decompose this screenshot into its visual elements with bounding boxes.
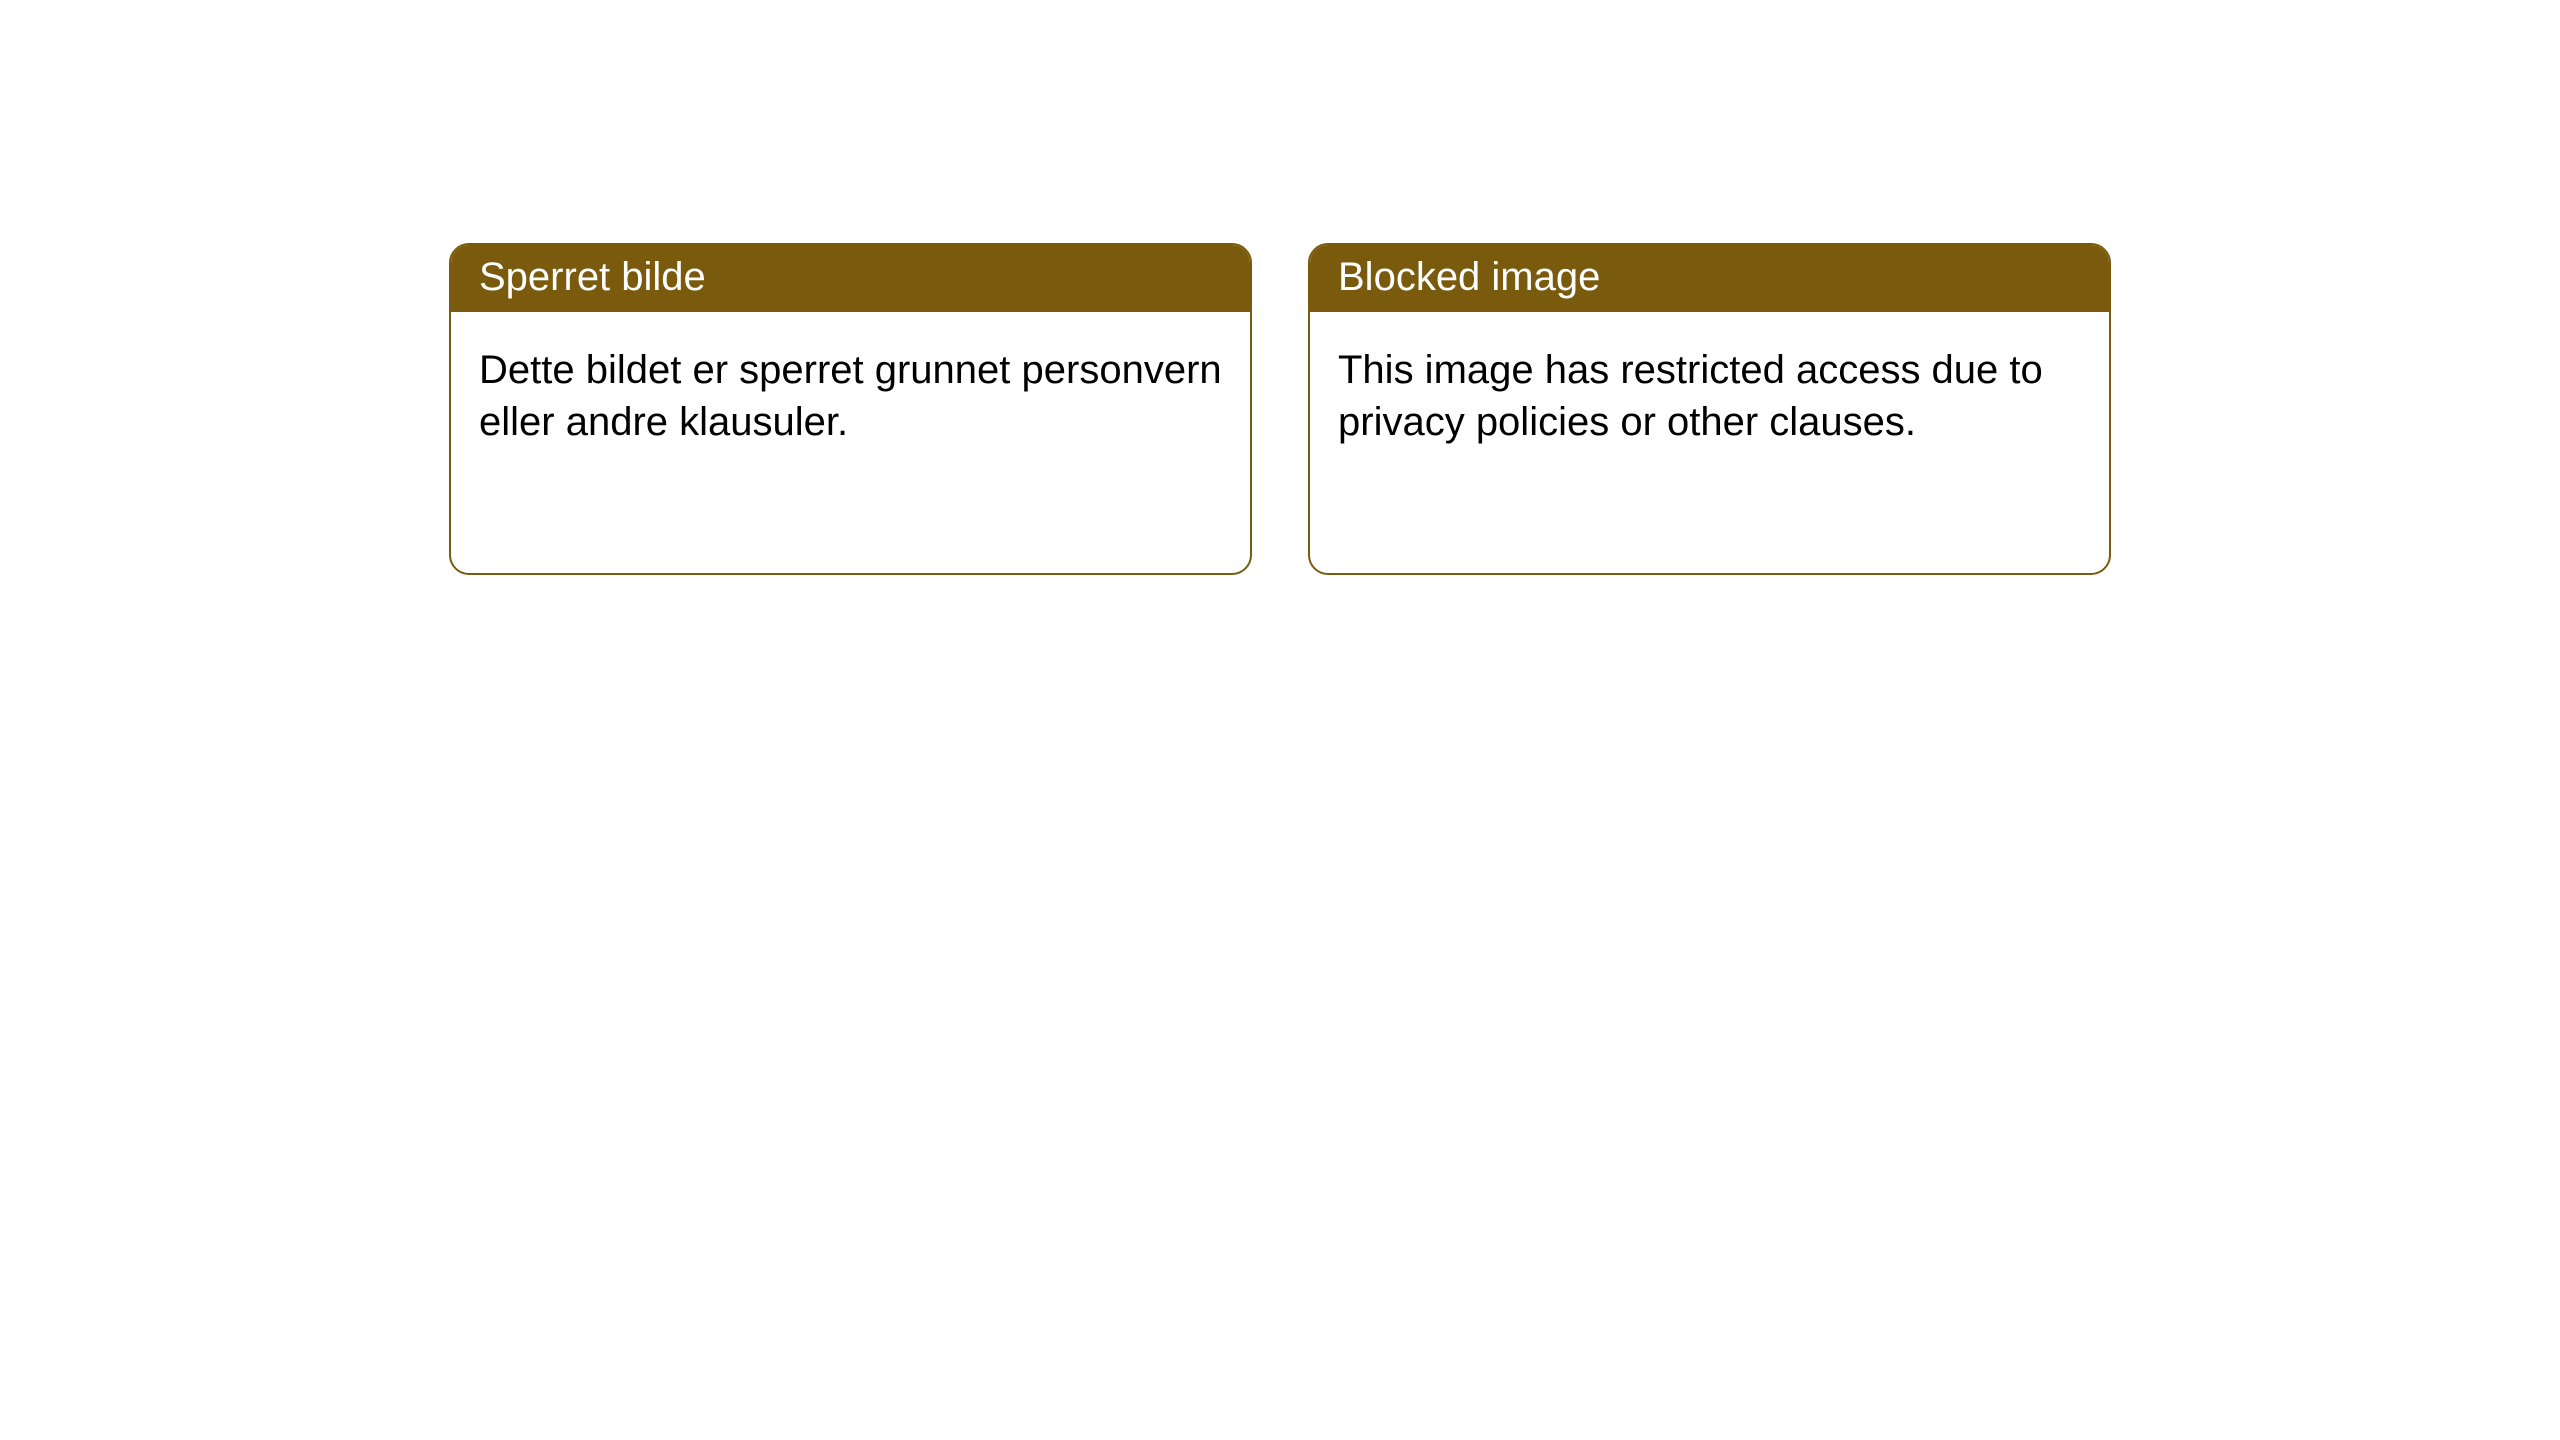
card-header-no: Sperret bilde bbox=[451, 245, 1250, 312]
notice-cards-container: Sperret bilde Dette bildet er sperret gr… bbox=[449, 243, 2111, 575]
blocked-image-card-en: Blocked image This image has restricted … bbox=[1308, 243, 2111, 575]
card-body-no: Dette bildet er sperret grunnet personve… bbox=[451, 312, 1250, 481]
card-header-en: Blocked image bbox=[1310, 245, 2109, 312]
blocked-image-card-no: Sperret bilde Dette bildet er sperret gr… bbox=[449, 243, 1252, 575]
card-body-en: This image has restricted access due to … bbox=[1310, 312, 2109, 481]
